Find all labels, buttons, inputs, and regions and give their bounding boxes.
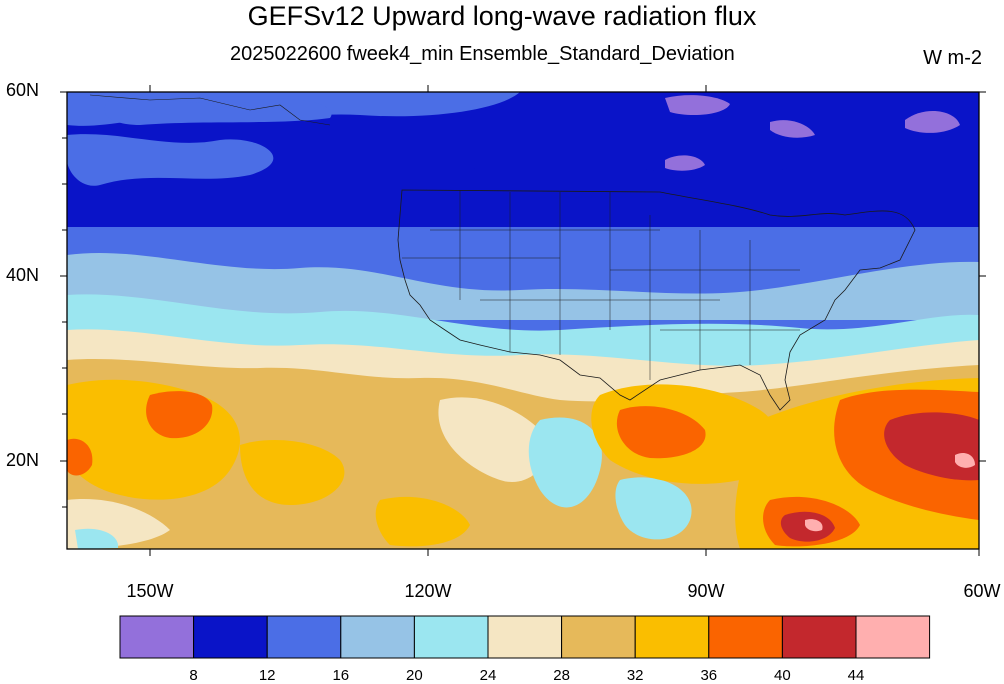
colorbar-tick-label: 40 <box>774 667 791 684</box>
colorbar-tick-label: 24 <box>479 667 497 684</box>
lon-label-60w: 60W <box>963 581 1001 601</box>
units-label: W m-2 <box>923 47 982 69</box>
colorbar-swatch <box>487 615 563 659</box>
colorbar <box>119 615 931 659</box>
colorbar-swatch <box>266 615 342 659</box>
map-title: GEFSv12 Upward long-wave radiation flux <box>247 1 757 31</box>
colorbar-swatch <box>119 615 195 659</box>
colorbar-tick-label: 32 <box>626 667 644 684</box>
lat-label-40n: 40N <box>5 265 39 285</box>
colorbar-tick-label: 8 <box>189 667 198 684</box>
colorbar-swatch <box>855 615 931 659</box>
colorbar-swatch <box>708 615 783 659</box>
lon-label-150w: 150W <box>126 581 174 601</box>
colorbar-tick-label: 28 <box>553 667 570 684</box>
colorbar-tick-label: 20 <box>406 667 423 684</box>
lon-label-90w: 90W <box>687 581 725 601</box>
map-subtitle: 2025022600 fweek4_min Ensemble_Standard_… <box>230 43 735 65</box>
colorbar-tick-label: 44 <box>847 667 865 684</box>
colorbar-swatch <box>781 615 857 659</box>
lat-label-20n: 20N <box>5 450 39 470</box>
contour-field <box>67 92 979 549</box>
colorbar-swatch <box>413 615 489 659</box>
lon-label-120w: 120W <box>404 581 452 601</box>
colorbar-tick-label: 16 <box>332 667 350 684</box>
lat-label-60n: 60N <box>5 80 39 100</box>
colorbar-swatch <box>340 615 415 659</box>
colorbar-tick-label: 12 <box>258 667 276 684</box>
colorbar-swatch <box>193 615 268 659</box>
colorbar-tick-label: 36 <box>700 667 718 684</box>
colorbar-swatch <box>634 615 710 659</box>
colorbar-swatch <box>561 615 636 659</box>
